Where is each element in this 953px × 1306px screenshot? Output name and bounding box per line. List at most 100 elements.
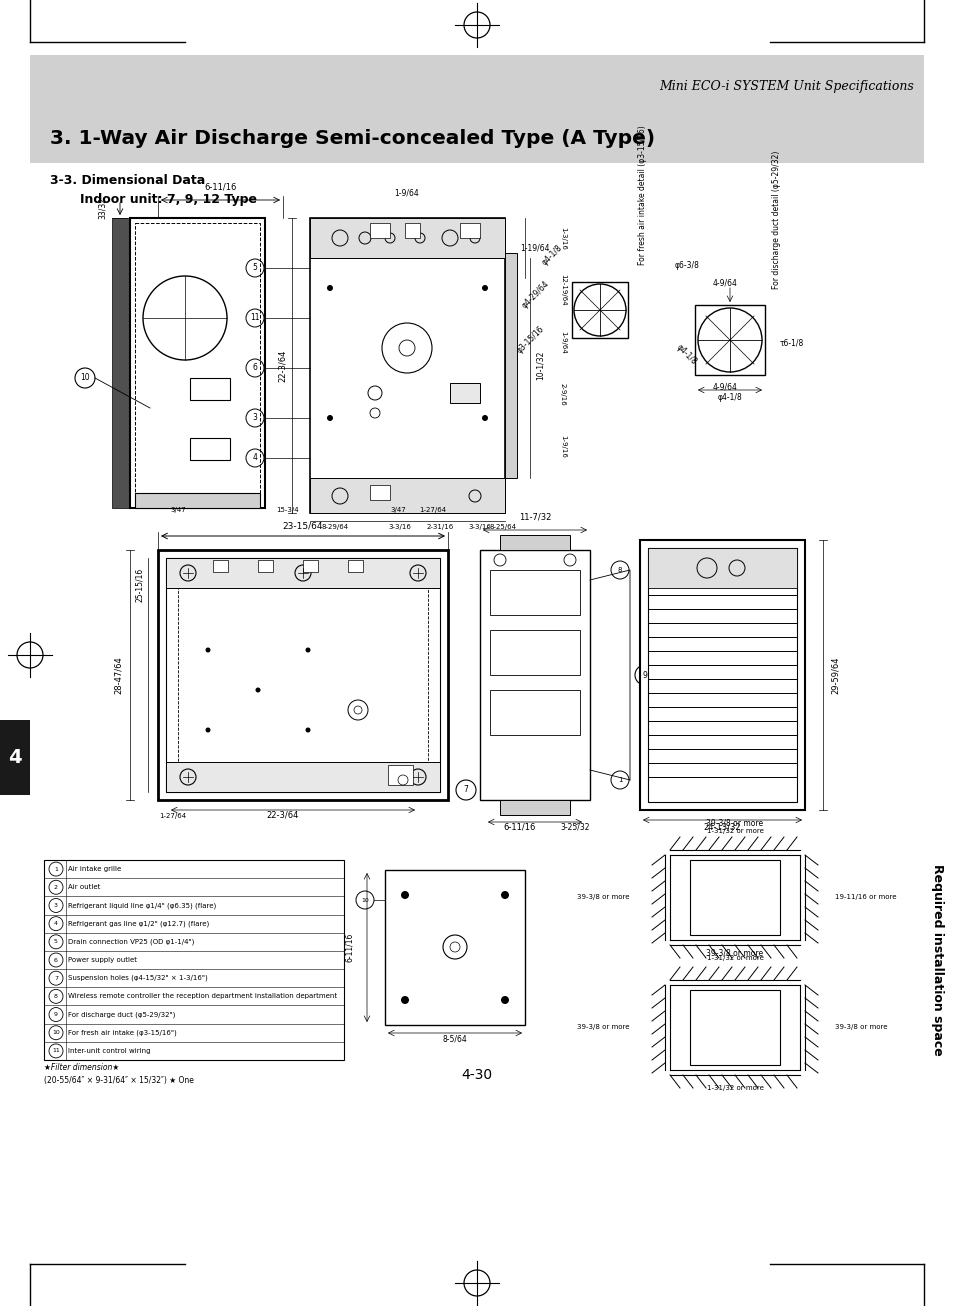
Text: 8: 8 — [618, 567, 621, 573]
Text: 3/47: 3/47 — [390, 507, 405, 513]
Bar — [499, 801, 569, 815]
Text: 12-19/64: 12-19/64 — [559, 274, 565, 306]
Text: 24-13/32: 24-13/32 — [703, 823, 740, 832]
Text: 2-9/16: 2-9/16 — [559, 383, 565, 405]
Bar — [190, 438, 230, 460]
Text: 29-59/64: 29-59/64 — [830, 656, 839, 693]
Text: φ6-3/8: φ6-3/8 — [675, 260, 700, 269]
Bar — [479, 550, 589, 801]
Text: 23-15/64: 23-15/64 — [282, 521, 323, 530]
Text: 1: 1 — [618, 777, 621, 784]
Bar — [490, 629, 579, 675]
Text: 1-9/64: 1-9/64 — [559, 330, 565, 354]
Text: 8-29/64: 8-29/64 — [321, 524, 348, 530]
Bar — [405, 223, 419, 238]
Bar — [178, 569, 428, 780]
Text: 1-27/64: 1-27/64 — [159, 814, 187, 819]
Bar — [499, 535, 569, 550]
Circle shape — [481, 415, 488, 421]
Bar — [190, 377, 230, 400]
Bar — [0, 720, 30, 795]
Text: 39-3/8 or more: 39-3/8 or more — [706, 818, 762, 827]
Bar — [166, 558, 439, 791]
Circle shape — [205, 648, 211, 653]
Circle shape — [205, 727, 211, 733]
Bar — [30, 55, 923, 114]
Text: 3: 3 — [253, 414, 257, 423]
Bar — [388, 765, 413, 785]
Text: φ4-29/64: φ4-29/64 — [519, 279, 550, 311]
Text: 1: 1 — [54, 867, 58, 871]
Text: 1-27/64: 1-27/64 — [419, 507, 446, 513]
Text: 3: 3 — [54, 902, 58, 908]
Text: 11: 11 — [52, 1049, 60, 1054]
Bar — [450, 383, 479, 404]
Text: 10: 10 — [52, 1030, 60, 1036]
Text: 28-47/64: 28-47/64 — [113, 656, 122, 693]
Text: 9: 9 — [54, 1012, 58, 1017]
Text: 39-3/8 or more: 39-3/8 or more — [834, 1024, 886, 1030]
Text: 8-25/64: 8-25/64 — [489, 524, 516, 530]
Bar — [257, 560, 273, 572]
Text: 9: 9 — [642, 670, 647, 679]
Bar — [689, 990, 780, 1064]
Text: (20-55/64″ × 9-31/64″ × 15/32″) ★ One: (20-55/64″ × 9-31/64″ × 15/32″) ★ One — [44, 1076, 193, 1085]
Text: 5: 5 — [253, 264, 257, 273]
Text: 8-5/64: 8-5/64 — [442, 1034, 467, 1043]
Text: 1-9/64: 1-9/64 — [395, 189, 419, 199]
Bar — [112, 218, 130, 508]
Text: Indoor unit: 7, 9, 12 Type: Indoor unit: 7, 9, 12 Type — [80, 193, 256, 206]
Text: 4: 4 — [253, 453, 257, 462]
Circle shape — [305, 727, 310, 733]
Bar — [30, 114, 923, 163]
Text: 4-9/64: 4-9/64 — [712, 278, 737, 287]
Bar — [166, 558, 439, 588]
Text: 6: 6 — [253, 363, 257, 372]
Bar — [504, 253, 517, 478]
Bar — [695, 306, 764, 375]
Bar — [370, 485, 390, 500]
Text: 5: 5 — [54, 939, 58, 944]
Text: Inter-unit control wiring: Inter-unit control wiring — [68, 1047, 151, 1054]
Text: 6-11/16: 6-11/16 — [204, 183, 236, 192]
Bar — [370, 223, 390, 238]
Text: φ4-1/8: φ4-1/8 — [717, 393, 741, 402]
Circle shape — [400, 996, 409, 1004]
Bar — [572, 282, 627, 338]
Bar — [689, 859, 780, 935]
Text: Wireless remote controller the reception department installation department: Wireless remote controller the reception… — [68, 994, 336, 999]
Text: 11-7/32: 11-7/32 — [518, 513, 551, 522]
Bar — [639, 539, 804, 810]
Text: 22-3/64: 22-3/64 — [277, 349, 286, 381]
Text: φ4-1/8: φ4-1/8 — [539, 243, 563, 266]
Text: 19-11/16 or more: 19-11/16 or more — [834, 895, 896, 901]
Text: 2: 2 — [54, 884, 58, 889]
Text: 1-31/32 or more: 1-31/32 or more — [706, 1085, 762, 1091]
Bar — [310, 478, 504, 513]
Text: ★Filter dimension★: ★Filter dimension★ — [44, 1063, 119, 1072]
Text: 4: 4 — [54, 921, 58, 926]
Text: 6-11/16: 6-11/16 — [503, 823, 536, 832]
Text: 39-3/8 or more: 39-3/8 or more — [577, 895, 629, 901]
Text: For fresh air intake detail (φ3-15/16): For fresh air intake detail (φ3-15/16) — [638, 125, 646, 265]
Text: 10-1/32: 10-1/32 — [535, 351, 544, 380]
Text: 7: 7 — [54, 976, 58, 981]
Bar — [310, 218, 504, 259]
Bar — [130, 218, 265, 508]
Bar — [135, 223, 260, 503]
Text: 3-3/16: 3-3/16 — [468, 524, 491, 530]
Bar — [490, 690, 579, 735]
Bar — [647, 549, 796, 588]
Circle shape — [327, 285, 333, 291]
Bar — [459, 223, 479, 238]
Text: 25-15/16: 25-15/16 — [135, 568, 144, 602]
Text: 4: 4 — [9, 748, 22, 767]
Bar — [490, 569, 579, 615]
Text: Refrigerant gas line φ1/2" (φ12.7) (flare): Refrigerant gas line φ1/2" (φ12.7) (flar… — [68, 921, 209, 927]
Text: Drain connection VP25 (OD φ1-1/4"): Drain connection VP25 (OD φ1-1/4") — [68, 939, 194, 946]
Circle shape — [500, 891, 509, 899]
Bar — [158, 550, 448, 801]
Text: τ6-1/8: τ6-1/8 — [780, 338, 803, 347]
Bar — [303, 560, 317, 572]
Text: 33/32: 33/32 — [97, 197, 107, 219]
